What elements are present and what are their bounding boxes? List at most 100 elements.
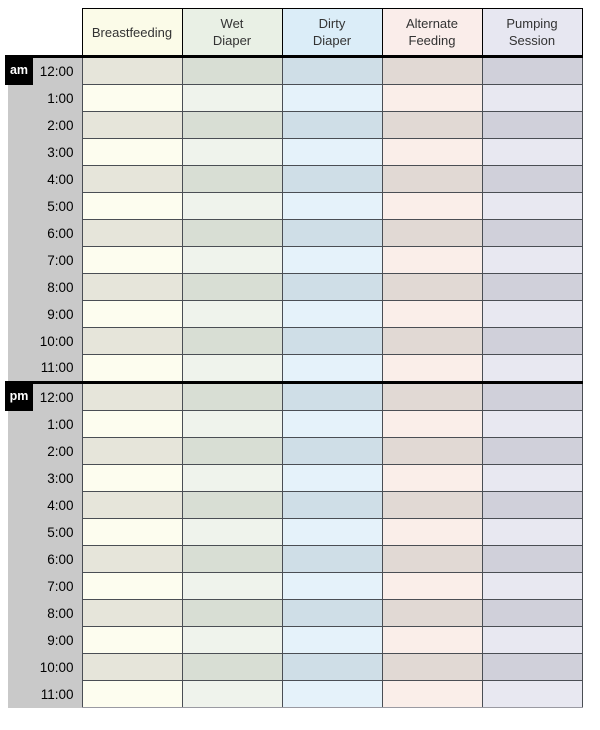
- cell-breastfeeding-am-1200[interactable]: [81, 55, 183, 85]
- cell-dirty-diaper-pm-600[interactable]: [281, 545, 383, 573]
- cell-alternate-feeding-pm-500[interactable]: [381, 518, 483, 546]
- cell-alternate-feeding-am-900[interactable]: [381, 300, 483, 328]
- cell-alternate-feeding-pm-1000[interactable]: [381, 653, 483, 681]
- cell-breastfeeding-am-600[interactable]: [81, 219, 183, 247]
- cell-wet-diaper-pm-1100[interactable]: [181, 680, 283, 708]
- cell-dirty-diaper-am-400[interactable]: [281, 165, 383, 193]
- cell-dirty-diaper-pm-1200[interactable]: [281, 381, 383, 411]
- cell-breastfeeding-pm-300[interactable]: [81, 464, 183, 492]
- cell-wet-diaper-pm-600[interactable]: [181, 545, 283, 573]
- cell-alternate-feeding-pm-1200[interactable]: [381, 381, 483, 411]
- cell-breastfeeding-am-700[interactable]: [81, 246, 183, 274]
- cell-wet-diaper-pm-500[interactable]: [181, 518, 283, 546]
- cell-dirty-diaper-pm-300[interactable]: [281, 464, 383, 492]
- cell-pumping-session-am-1000[interactable]: [481, 327, 583, 355]
- cell-dirty-diaper-pm-700[interactable]: [281, 572, 383, 600]
- cell-alternate-feeding-pm-300[interactable]: [381, 464, 483, 492]
- cell-dirty-diaper-pm-800[interactable]: [281, 599, 383, 627]
- cell-wet-diaper-pm-100[interactable]: [181, 410, 283, 438]
- cell-alternate-feeding-pm-400[interactable]: [381, 491, 483, 519]
- cell-dirty-diaper-pm-400[interactable]: [281, 491, 383, 519]
- cell-wet-diaper-am-900[interactable]: [181, 300, 283, 328]
- cell-pumping-session-pm-1200[interactable]: [481, 381, 583, 411]
- cell-pumping-session-pm-600[interactable]: [481, 545, 583, 573]
- cell-pumping-session-am-900[interactable]: [481, 300, 583, 328]
- cell-breastfeeding-pm-1100[interactable]: [81, 680, 183, 708]
- cell-wet-diaper-am-400[interactable]: [181, 165, 283, 193]
- cell-wet-diaper-pm-1200[interactable]: [181, 381, 283, 411]
- cell-dirty-diaper-am-800[interactable]: [281, 273, 383, 301]
- cell-dirty-diaper-am-600[interactable]: [281, 219, 383, 247]
- cell-breastfeeding-am-900[interactable]: [81, 300, 183, 328]
- cell-pumping-session-pm-800[interactable]: [481, 599, 583, 627]
- cell-alternate-feeding-am-1200[interactable]: [381, 55, 483, 85]
- cell-alternate-feeding-am-100[interactable]: [381, 84, 483, 112]
- cell-wet-diaper-pm-800[interactable]: [181, 599, 283, 627]
- cell-wet-diaper-am-1100[interactable]: [181, 354, 283, 383]
- cell-pumping-session-am-200[interactable]: [481, 111, 583, 139]
- cell-dirty-diaper-am-200[interactable]: [281, 111, 383, 139]
- cell-wet-diaper-am-100[interactable]: [181, 84, 283, 112]
- cell-pumping-session-pm-1000[interactable]: [481, 653, 583, 681]
- cell-alternate-feeding-pm-800[interactable]: [381, 599, 483, 627]
- cell-pumping-session-pm-300[interactable]: [481, 464, 583, 492]
- cell-breastfeeding-am-400[interactable]: [81, 165, 183, 193]
- cell-dirty-diaper-am-900[interactable]: [281, 300, 383, 328]
- cell-pumping-session-pm-900[interactable]: [481, 626, 583, 654]
- cell-pumping-session-am-600[interactable]: [481, 219, 583, 247]
- cell-alternate-feeding-pm-1100[interactable]: [381, 680, 483, 708]
- cell-pumping-session-am-500[interactable]: [481, 192, 583, 220]
- cell-dirty-diaper-pm-1100[interactable]: [281, 680, 383, 708]
- cell-pumping-session-pm-200[interactable]: [481, 437, 583, 465]
- cell-pumping-session-pm-500[interactable]: [481, 518, 583, 546]
- cell-wet-diaper-pm-200[interactable]: [181, 437, 283, 465]
- cell-alternate-feeding-pm-200[interactable]: [381, 437, 483, 465]
- cell-breastfeeding-pm-1000[interactable]: [81, 653, 183, 681]
- cell-dirty-diaper-pm-200[interactable]: [281, 437, 383, 465]
- cell-alternate-feeding-am-1000[interactable]: [381, 327, 483, 355]
- cell-alternate-feeding-am-400[interactable]: [381, 165, 483, 193]
- cell-wet-diaper-am-800[interactable]: [181, 273, 283, 301]
- cell-wet-diaper-am-600[interactable]: [181, 219, 283, 247]
- cell-alternate-feeding-am-600[interactable]: [381, 219, 483, 247]
- cell-alternate-feeding-pm-100[interactable]: [381, 410, 483, 438]
- cell-dirty-diaper-pm-1000[interactable]: [281, 653, 383, 681]
- cell-breastfeeding-am-300[interactable]: [81, 138, 183, 166]
- cell-pumping-session-am-400[interactable]: [481, 165, 583, 193]
- cell-breastfeeding-pm-100[interactable]: [81, 410, 183, 438]
- cell-breastfeeding-pm-500[interactable]: [81, 518, 183, 546]
- cell-breastfeeding-pm-400[interactable]: [81, 491, 183, 519]
- cell-alternate-feeding-pm-900[interactable]: [381, 626, 483, 654]
- cell-breastfeeding-am-500[interactable]: [81, 192, 183, 220]
- cell-breastfeeding-pm-700[interactable]: [81, 572, 183, 600]
- cell-breastfeeding-am-1000[interactable]: [81, 327, 183, 355]
- cell-breastfeeding-pm-1200[interactable]: [81, 381, 183, 411]
- cell-pumping-session-am-100[interactable]: [481, 84, 583, 112]
- cell-breastfeeding-am-800[interactable]: [81, 273, 183, 301]
- cell-alternate-feeding-am-800[interactable]: [381, 273, 483, 301]
- cell-wet-diaper-pm-400[interactable]: [181, 491, 283, 519]
- cell-wet-diaper-pm-1000[interactable]: [181, 653, 283, 681]
- cell-wet-diaper-am-700[interactable]: [181, 246, 283, 274]
- cell-wet-diaper-am-200[interactable]: [181, 111, 283, 139]
- cell-breastfeeding-am-100[interactable]: [81, 84, 183, 112]
- cell-pumping-session-pm-100[interactable]: [481, 410, 583, 438]
- cell-dirty-diaper-pm-100[interactable]: [281, 410, 383, 438]
- cell-pumping-session-am-700[interactable]: [481, 246, 583, 274]
- cell-wet-diaper-am-300[interactable]: [181, 138, 283, 166]
- cell-wet-diaper-am-500[interactable]: [181, 192, 283, 220]
- cell-dirty-diaper-am-100[interactable]: [281, 84, 383, 112]
- cell-pumping-session-am-1100[interactable]: [481, 354, 583, 383]
- cell-wet-diaper-pm-300[interactable]: [181, 464, 283, 492]
- cell-dirty-diaper-am-1100[interactable]: [281, 354, 383, 383]
- cell-alternate-feeding-am-300[interactable]: [381, 138, 483, 166]
- cell-alternate-feeding-am-700[interactable]: [381, 246, 483, 274]
- cell-breastfeeding-am-1100[interactable]: [81, 354, 183, 383]
- cell-alternate-feeding-pm-700[interactable]: [381, 572, 483, 600]
- cell-alternate-feeding-am-500[interactable]: [381, 192, 483, 220]
- cell-alternate-feeding-am-200[interactable]: [381, 111, 483, 139]
- cell-dirty-diaper-pm-500[interactable]: [281, 518, 383, 546]
- cell-alternate-feeding-pm-600[interactable]: [381, 545, 483, 573]
- cell-pumping-session-pm-1100[interactable]: [481, 680, 583, 708]
- cell-breastfeeding-pm-600[interactable]: [81, 545, 183, 573]
